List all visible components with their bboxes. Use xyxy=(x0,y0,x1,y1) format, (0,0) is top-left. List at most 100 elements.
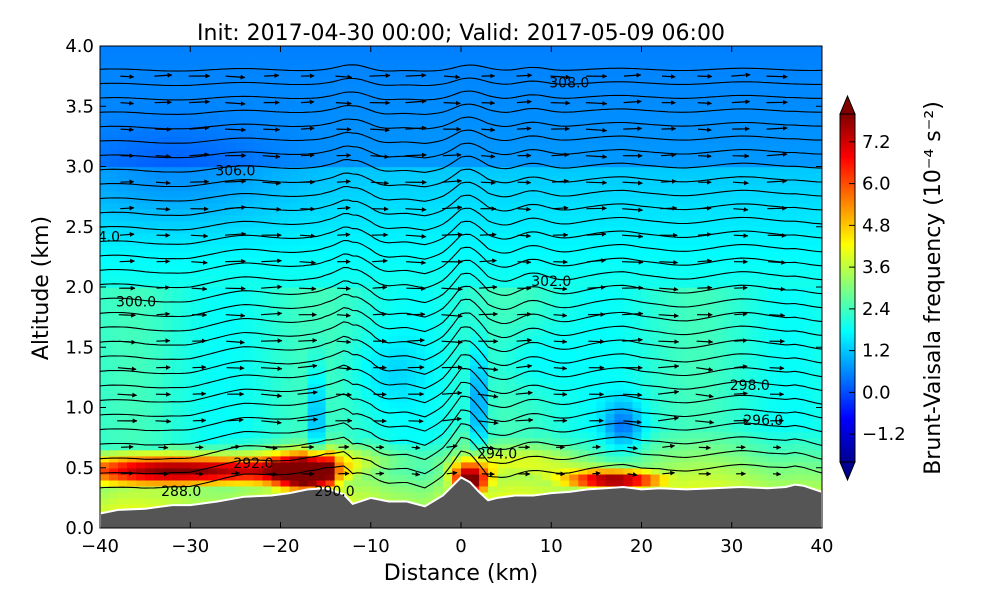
field-cell xyxy=(470,371,480,379)
field-cell xyxy=(127,226,137,234)
field-cell xyxy=(542,118,552,125)
field-cell xyxy=(334,323,345,330)
field-cell xyxy=(325,190,336,198)
field-cell xyxy=(145,250,155,258)
field-cell xyxy=(424,407,435,415)
field-cell xyxy=(352,268,363,276)
field-cell xyxy=(578,341,588,348)
field-cell xyxy=(479,130,489,137)
field-cell xyxy=(551,142,561,150)
field-cell xyxy=(271,160,282,168)
field-cell xyxy=(488,305,498,312)
field-cell xyxy=(470,389,480,397)
field-cell xyxy=(488,166,498,174)
field-cell xyxy=(424,359,435,366)
field-cell xyxy=(506,467,516,475)
field-cell xyxy=(199,130,209,137)
field-cell xyxy=(388,467,399,475)
field-cell xyxy=(271,130,282,137)
field-cell xyxy=(596,401,607,409)
field-cell xyxy=(316,130,327,137)
field-cell xyxy=(208,455,218,463)
field-cell xyxy=(208,184,218,192)
field-cell xyxy=(361,389,372,397)
field-cell xyxy=(424,329,435,336)
field-cell xyxy=(587,118,598,125)
field-cell xyxy=(497,455,507,463)
field-cell xyxy=(406,479,417,487)
field-cell xyxy=(154,359,164,366)
field-cell xyxy=(271,166,282,174)
field-cell xyxy=(307,238,318,246)
field-cell xyxy=(289,395,300,403)
field-cell xyxy=(343,461,354,469)
field-cell xyxy=(253,142,264,150)
field-cell xyxy=(632,220,643,228)
field-cell xyxy=(235,305,246,312)
field-cell xyxy=(596,196,607,204)
field-cell xyxy=(542,347,552,354)
field-cell xyxy=(641,365,652,372)
field-cell xyxy=(208,299,218,306)
field-cell xyxy=(163,323,173,330)
field-cell xyxy=(154,256,164,264)
field-cell xyxy=(442,214,453,222)
field-cell xyxy=(190,383,200,391)
field-cell xyxy=(569,244,579,252)
field-cell xyxy=(542,299,552,306)
field-cell xyxy=(334,190,345,198)
field-cell xyxy=(488,467,498,475)
field-cell xyxy=(253,317,264,324)
field-cell xyxy=(352,473,363,481)
field-cell xyxy=(452,347,462,354)
field-cell xyxy=(235,52,246,59)
field-cell xyxy=(479,124,489,131)
field-cell xyxy=(235,136,246,144)
field-cell xyxy=(199,395,209,403)
field-cell xyxy=(623,431,634,439)
field-cell xyxy=(415,383,426,391)
field-cell xyxy=(109,244,119,252)
field-cell xyxy=(479,220,489,228)
field-cell xyxy=(316,88,327,95)
field-cell xyxy=(100,136,110,144)
field-cell xyxy=(280,94,291,101)
field-cell xyxy=(181,274,191,282)
field-cell xyxy=(433,329,444,336)
field-cell xyxy=(388,190,399,198)
field-cell xyxy=(406,443,417,451)
field-cell xyxy=(397,401,408,409)
field-cell xyxy=(461,232,471,240)
field-cell xyxy=(470,64,480,71)
field-cell xyxy=(343,281,354,288)
field-cell xyxy=(452,365,462,372)
field-cell xyxy=(145,329,155,336)
field-cell xyxy=(100,347,110,354)
field-cell xyxy=(388,118,399,125)
field-cell xyxy=(379,479,390,487)
field-cell xyxy=(415,64,426,71)
field-cell xyxy=(199,196,209,204)
field-cell xyxy=(388,491,399,499)
field-cell xyxy=(181,160,191,168)
field-cell xyxy=(199,419,209,427)
field-cell xyxy=(452,46,462,53)
field-cell xyxy=(136,52,146,59)
field-cell xyxy=(298,190,309,198)
field-cell xyxy=(100,323,110,330)
field-cell xyxy=(461,100,471,107)
field-cell xyxy=(253,256,264,264)
field-cell xyxy=(497,479,507,487)
field-cell xyxy=(479,184,489,192)
field-cell xyxy=(442,172,453,180)
field-cell xyxy=(172,281,182,288)
field-cell xyxy=(352,335,363,342)
field-cell xyxy=(316,184,327,192)
field-cell xyxy=(424,208,435,216)
field-cell xyxy=(253,166,264,174)
field-cell xyxy=(569,401,579,409)
field-cell xyxy=(244,58,255,65)
field-cell xyxy=(253,305,264,312)
field-cell xyxy=(470,70,480,77)
field-cell xyxy=(352,443,363,451)
